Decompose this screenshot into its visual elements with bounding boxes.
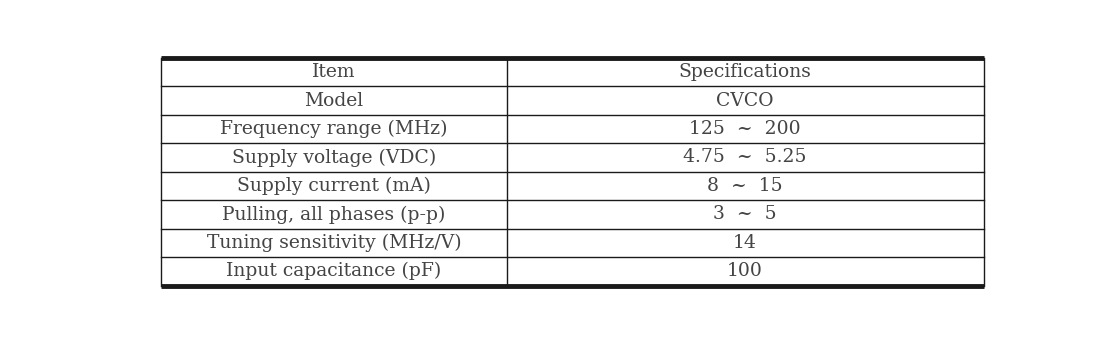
Text: Model: Model: [305, 91, 363, 109]
Bar: [161, 257, 507, 286]
Bar: [507, 200, 984, 228]
Bar: [161, 143, 507, 172]
Bar: [507, 172, 984, 200]
Text: 100: 100: [727, 262, 763, 280]
Text: 3  ~  5: 3 ~ 5: [714, 205, 777, 223]
Bar: [161, 228, 507, 257]
Text: Input capacitance (pF): Input capacitance (pF): [227, 262, 441, 280]
Bar: [507, 115, 984, 143]
Bar: [161, 86, 507, 115]
Text: 14: 14: [733, 234, 757, 252]
Text: Specifications: Specifications: [679, 63, 812, 81]
Text: Item: Item: [313, 63, 355, 81]
Bar: [161, 58, 507, 86]
Bar: [161, 115, 507, 143]
Bar: [507, 86, 984, 115]
Text: Frequency range (MHz): Frequency range (MHz): [220, 120, 448, 138]
Bar: [507, 143, 984, 172]
Bar: [507, 58, 984, 86]
Text: 4.75  ~  5.25: 4.75 ~ 5.25: [684, 149, 806, 167]
Bar: [161, 200, 507, 228]
Text: Supply voltage (VDC): Supply voltage (VDC): [232, 148, 436, 167]
Text: Tuning sensitivity (MHz/V): Tuning sensitivity (MHz/V): [207, 234, 461, 252]
Text: Supply current (mA): Supply current (mA): [237, 177, 431, 195]
Bar: [507, 257, 984, 286]
Text: Pulling, all phases (p-p): Pulling, all phases (p-p): [222, 205, 446, 223]
Text: 8  ~  15: 8 ~ 15: [707, 177, 783, 195]
Text: 125  ~  200: 125 ~ 200: [689, 120, 801, 138]
Bar: [161, 172, 507, 200]
Text: CVCO: CVCO: [716, 91, 774, 109]
Bar: [507, 228, 984, 257]
